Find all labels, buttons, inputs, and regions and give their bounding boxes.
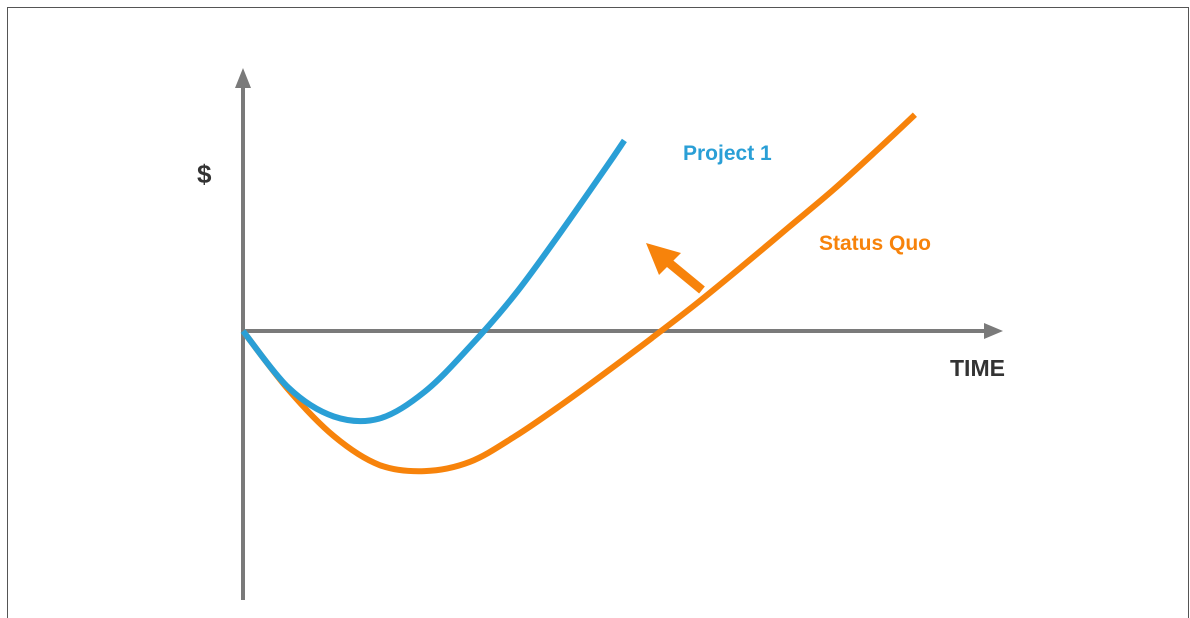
- y-axis-arrowhead: [235, 68, 251, 88]
- x-axis-arrowhead: [984, 323, 1003, 339]
- chart-frame: [7, 7, 1189, 618]
- axes: [235, 68, 1003, 600]
- series-line-project-1: [240, 138, 627, 425]
- series-layer: [240, 112, 917, 475]
- y-axis-label: $: [197, 159, 212, 189]
- series-line-status-quo: [240, 112, 917, 475]
- annotation-layer: [646, 243, 705, 294]
- series-label-project-1: Project 1: [683, 142, 772, 165]
- x-axis-label: TIME: [950, 355, 1005, 381]
- label-layer: Project 1 Status Quo $ TIME: [197, 142, 1005, 381]
- shift-arrow-head: [646, 243, 681, 275]
- series-label-status-quo: Status Quo: [819, 232, 931, 255]
- shift-arrow-shaft: [665, 258, 705, 294]
